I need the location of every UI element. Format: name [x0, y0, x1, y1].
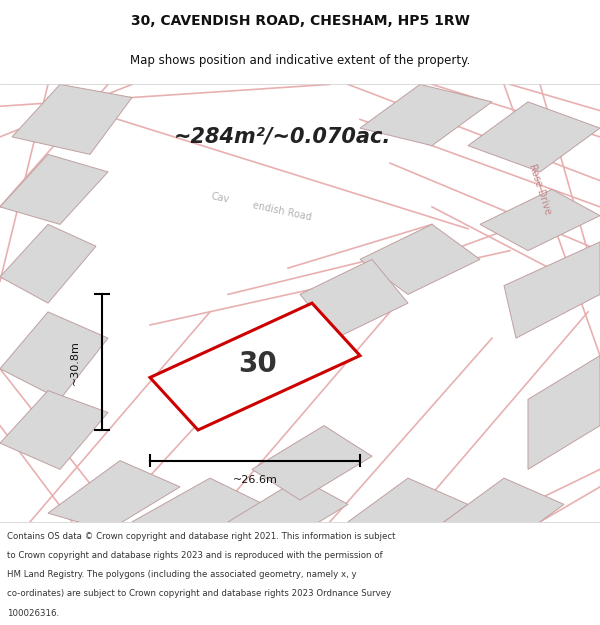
Text: endish Road: endish Road: [252, 200, 313, 222]
Text: ~30.8m: ~30.8m: [70, 340, 80, 384]
Polygon shape: [444, 478, 564, 548]
Text: Map shows position and indicative extent of the property.: Map shows position and indicative extent…: [130, 54, 470, 68]
Polygon shape: [300, 259, 408, 338]
Text: ~284m²/~0.070ac.: ~284m²/~0.070ac.: [173, 127, 391, 147]
Text: 30: 30: [239, 351, 277, 378]
Polygon shape: [228, 478, 348, 548]
Polygon shape: [0, 154, 108, 224]
Polygon shape: [360, 84, 492, 146]
Polygon shape: [12, 84, 132, 154]
Polygon shape: [360, 224, 480, 294]
Polygon shape: [150, 303, 360, 430]
Polygon shape: [252, 426, 372, 500]
Polygon shape: [468, 102, 600, 172]
Text: HM Land Registry. The polygons (including the associated geometry, namely x, y: HM Land Registry. The polygons (includin…: [7, 571, 357, 579]
Polygon shape: [0, 391, 108, 469]
Text: 100026316.: 100026316.: [7, 609, 59, 618]
Polygon shape: [504, 242, 600, 338]
Polygon shape: [348, 478, 468, 548]
Polygon shape: [480, 189, 600, 251]
Text: Rose Drive: Rose Drive: [527, 162, 553, 216]
Polygon shape: [0, 312, 108, 399]
Polygon shape: [48, 461, 180, 531]
Polygon shape: [132, 478, 264, 548]
Text: Contains OS data © Crown copyright and database right 2021. This information is : Contains OS data © Crown copyright and d…: [7, 532, 396, 541]
Polygon shape: [0, 224, 96, 303]
Text: ~26.6m: ~26.6m: [233, 475, 277, 485]
Polygon shape: [528, 356, 600, 469]
Text: Cav: Cav: [210, 191, 230, 205]
Text: to Crown copyright and database rights 2023 and is reproduced with the permissio: to Crown copyright and database rights 2…: [7, 551, 383, 560]
Text: 30, CAVENDISH ROAD, CHESHAM, HP5 1RW: 30, CAVENDISH ROAD, CHESHAM, HP5 1RW: [131, 14, 469, 28]
Text: co-ordinates) are subject to Crown copyright and database rights 2023 Ordnance S: co-ordinates) are subject to Crown copyr…: [7, 589, 391, 598]
